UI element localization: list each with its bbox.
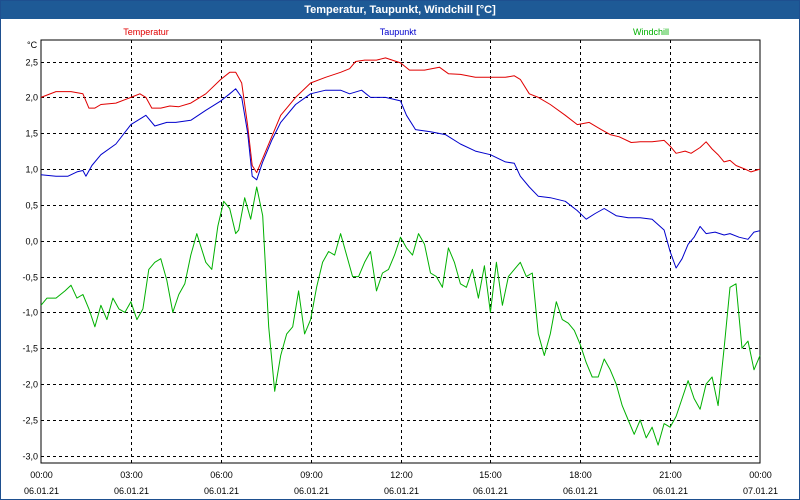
y-tick-label: -3,0: [22, 452, 38, 462]
y-tick-label: -0,5: [22, 273, 38, 283]
x-tick-date-label: 06.01.21: [294, 486, 329, 496]
y-tick-label: -1,0: [22, 308, 38, 318]
series-line-taupunkt: [40, 88, 761, 269]
y-tick-label: -1,5: [22, 344, 38, 354]
y-tick-label: 1,0: [25, 165, 38, 175]
x-tick-date-label: 06.01.21: [653, 486, 688, 496]
series-line-temperatur: [40, 57, 761, 174]
chart-title: Temperatur, Taupunkt, Windchill [°C]: [1, 1, 799, 19]
y-tick-label: 2,0: [25, 93, 38, 103]
x-tick-date-label: 06.01.21: [384, 486, 419, 496]
x-tick-date-label: 06.01.21: [204, 486, 239, 496]
y-tick-label: 0,0: [25, 237, 38, 247]
y-tick-label: 2,5: [25, 58, 38, 68]
x-tick-time-label: 03:00: [120, 470, 143, 480]
plot-area: [40, 39, 761, 464]
y-tick-label: 1,5: [25, 129, 38, 139]
x-tick-date-label: 07.01.21: [743, 486, 778, 496]
x-tick-time-label: 21:00: [659, 470, 682, 480]
series-line-windchill: [40, 186, 761, 446]
y-tick-label: 0,5: [25, 201, 38, 211]
x-tick-time-label: 18:00: [569, 470, 592, 480]
legend-windchill: Windchill: [633, 27, 669, 37]
legend-taupunkt: Taupunkt: [380, 27, 417, 37]
x-tick-time-label: 00:00: [749, 470, 772, 480]
y-tick-label: -2,5: [22, 416, 38, 426]
x-tick-date-label: 06.01.21: [24, 486, 59, 496]
x-tick-time-label: 12:00: [390, 470, 413, 480]
x-tick-date-label: 06.01.21: [563, 486, 598, 496]
y-tick-label: -2,0: [22, 380, 38, 390]
x-tick-time-label: 09:00: [300, 470, 323, 480]
x-tick-date-label: 06.01.21: [114, 486, 149, 496]
legend-temperatur: Temperatur: [123, 27, 169, 37]
x-tick-date-label: 06.01.21: [473, 486, 508, 496]
x-tick-time-label: 00:00: [30, 470, 53, 480]
y-axis-unit-label: °C: [27, 40, 38, 50]
x-tick-time-label: 06:00: [210, 470, 233, 480]
x-tick-time-label: 15:00: [479, 470, 502, 480]
